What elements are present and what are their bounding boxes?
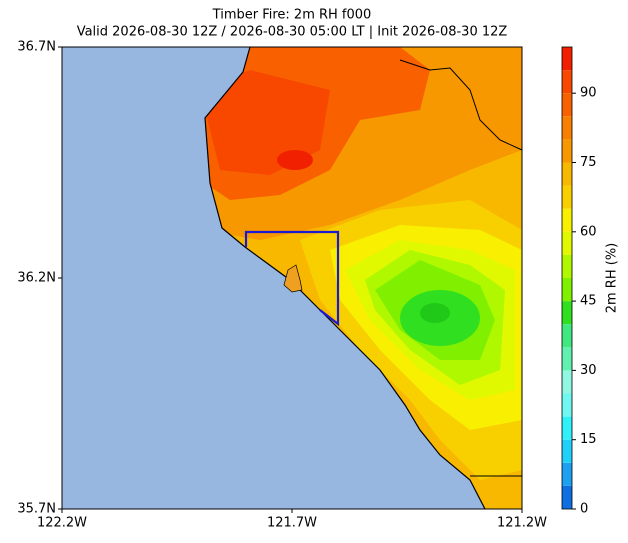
colorbar-band [562,70,572,94]
colorbar-tick-label: 15 [580,432,597,447]
rh-field [205,47,522,509]
colorbar-tick-label: 90 [580,86,597,101]
zoom-box [244,230,340,327]
colorbar-band [562,93,572,117]
colorbar-band [562,393,572,417]
subtitle: Valid 2026-08-30 12Z / 2026-08-30 05:00 … [77,25,508,40]
colorbar-band [562,47,572,71]
colorbar-band [562,162,572,186]
fire-perimeter [283,264,303,293]
x-tick-label: 121.7W [267,516,317,531]
colorbar-band [562,208,572,232]
y-tick-label: 36.2N [17,271,56,286]
colorbar-band [562,485,572,509]
colorbar-frame [561,46,573,510]
colorbar-band [562,347,572,371]
colorbar-band [562,254,572,278]
colorbar-band [562,231,572,255]
x-tick-label: 121.2W [497,516,547,531]
colorbar-band [562,301,572,325]
colorbar-tick-label: 45 [580,294,597,309]
colorbar-band [562,185,572,209]
map [61,46,523,510]
colorbar-tick-label: 60 [580,224,597,239]
colorbar-tick-label: 0 [580,502,588,517]
colorbar-label: 2m RH (%) [605,243,620,314]
title: Timber Fire: 2m RH f000 [212,8,372,23]
colorbar-band [562,324,572,348]
colorbar-tick-label: 75 [580,155,597,170]
colorbar-band [562,116,572,140]
colorbar-band [562,278,572,302]
colorbar-band [562,370,572,394]
colorbar-band [562,439,572,463]
x-tick-label: 122.2W [37,516,87,531]
y-tick-label: 35.7N [17,502,56,517]
y-tick-label: 36.7N [17,40,56,55]
colorbar-band [562,462,572,486]
colorbar-band [562,139,572,163]
colorbar-band [562,416,572,440]
coastline [204,46,486,510]
colorbar-tick-label: 30 [580,363,597,378]
county-lines [399,59,523,477]
